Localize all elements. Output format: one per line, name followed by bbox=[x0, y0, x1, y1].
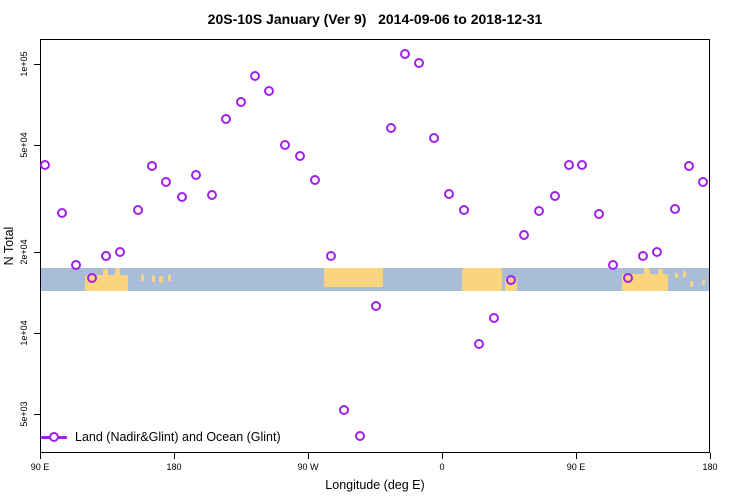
y-tick-mark bbox=[34, 332, 40, 334]
x-tick-label: 180 bbox=[166, 462, 182, 472]
chart-title: 20S-10S January (Ver 9) 2014-09-06 to 20… bbox=[207, 11, 543, 27]
data-point bbox=[221, 113, 232, 124]
land-segment-australia-peak-1 bbox=[102, 268, 109, 277]
y-tick-mark bbox=[34, 144, 40, 146]
x-tick-label: 90 E bbox=[30, 462, 50, 472]
x-tick-label: 180 bbox=[702, 462, 718, 472]
data-point bbox=[550, 191, 561, 202]
data-point bbox=[534, 205, 545, 216]
land-segment-island-5 bbox=[675, 272, 678, 279]
data-point bbox=[132, 204, 143, 215]
y-tick-label: 2e+04 bbox=[19, 239, 29, 265]
data-point bbox=[236, 96, 247, 107]
land-segment-south-america bbox=[323, 267, 384, 288]
land-segment-australia-2-peak-2 bbox=[657, 268, 664, 275]
data-point bbox=[637, 250, 648, 261]
y-tick-mark bbox=[34, 251, 40, 253]
y-axis-label: N Total bbox=[2, 226, 16, 266]
data-point bbox=[354, 431, 365, 442]
data-point bbox=[683, 160, 694, 171]
data-point bbox=[250, 70, 261, 81]
y-tick-mark bbox=[34, 413, 40, 415]
y-tick-label: 1e+04 bbox=[19, 320, 29, 346]
data-point bbox=[190, 170, 201, 181]
data-point bbox=[294, 150, 305, 161]
data-point bbox=[339, 404, 350, 415]
y-tick-mark bbox=[34, 63, 40, 65]
map-strip-ocean bbox=[41, 267, 709, 292]
land-segment-island-3 bbox=[158, 276, 163, 284]
x-tick-mark bbox=[173, 453, 175, 459]
legend-circle-icon bbox=[49, 432, 59, 442]
land-segment-australia-2 bbox=[622, 274, 668, 292]
y-tick-label: 1e+05 bbox=[19, 51, 29, 77]
land-segment-island-fiji bbox=[151, 274, 156, 282]
data-point bbox=[385, 122, 396, 133]
data-point bbox=[325, 250, 336, 261]
data-point bbox=[593, 208, 604, 219]
x-tick-mark bbox=[441, 453, 443, 459]
x-tick-label: 90 E bbox=[566, 462, 586, 472]
data-point bbox=[505, 275, 516, 286]
land-segment-africa bbox=[461, 267, 502, 292]
data-point bbox=[623, 272, 634, 283]
x-tick-label: 0 bbox=[439, 462, 445, 472]
land-segment-island-8 bbox=[701, 279, 706, 286]
data-point bbox=[459, 204, 470, 215]
land-segment-island-6 bbox=[683, 271, 687, 278]
x-tick-mark bbox=[575, 453, 577, 459]
x-tick-label: 90 W bbox=[297, 462, 319, 472]
data-point bbox=[264, 85, 275, 96]
data-point bbox=[206, 190, 217, 201]
data-point bbox=[57, 208, 68, 219]
data-point bbox=[71, 260, 82, 271]
data-point bbox=[177, 191, 188, 202]
data-point bbox=[399, 49, 410, 60]
data-point bbox=[114, 246, 125, 257]
data-point bbox=[651, 247, 662, 258]
data-point bbox=[474, 338, 485, 349]
y-tick-label: 5e+03 bbox=[19, 401, 29, 427]
data-point bbox=[146, 161, 157, 172]
x-tick-mark bbox=[39, 453, 41, 459]
data-point bbox=[489, 312, 500, 323]
data-point bbox=[310, 175, 321, 185]
data-point bbox=[413, 57, 424, 68]
data-point bbox=[279, 140, 290, 151]
data-point bbox=[101, 251, 112, 262]
data-point bbox=[40, 160, 51, 171]
data-point bbox=[576, 159, 587, 170]
data-point bbox=[161, 176, 172, 187]
plot-area bbox=[40, 39, 710, 453]
data-point bbox=[698, 176, 708, 187]
land-segment-island-7 bbox=[690, 280, 694, 287]
data-point bbox=[608, 260, 619, 271]
land-segment-australia-peak-2 bbox=[115, 267, 120, 277]
y-tick-label: 5e+04 bbox=[19, 132, 29, 158]
data-point bbox=[370, 301, 381, 312]
x-tick-mark bbox=[709, 453, 711, 459]
data-point bbox=[86, 272, 97, 283]
data-point bbox=[428, 132, 439, 143]
data-point bbox=[518, 229, 529, 240]
land-segment-island-vanuatu bbox=[141, 273, 145, 281]
data-point bbox=[669, 204, 680, 215]
x-tick-mark bbox=[307, 453, 309, 459]
land-segment-island-4 bbox=[168, 274, 172, 281]
legend-label: Land (Nadir&Glint) and Ocean (Glint) bbox=[75, 430, 281, 444]
x-axis-label: Longitude (deg E) bbox=[325, 478, 425, 492]
land-segment-australia-2-peak-1 bbox=[644, 267, 650, 275]
data-point bbox=[444, 188, 455, 199]
data-point bbox=[564, 159, 574, 170]
